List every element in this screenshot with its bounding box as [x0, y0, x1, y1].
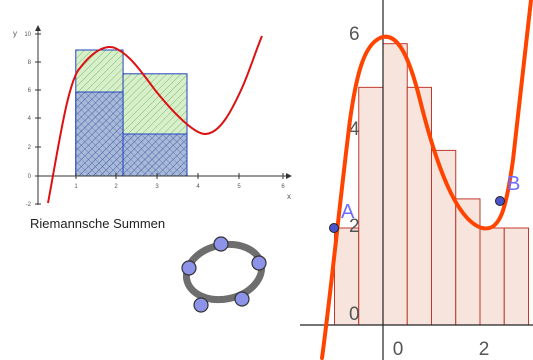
riemann-bar-2	[358, 86, 384, 326]
left-x-tick-label: 6	[281, 184, 285, 190]
left-x-axis-arrow	[286, 173, 292, 179]
left-y-tick-label: 0	[28, 174, 32, 180]
lower-rect-1	[75, 91, 124, 177]
left-x-tick-label: 2	[114, 184, 118, 190]
left-y-tick-label: 2	[28, 145, 32, 151]
right-axes	[300, 0, 533, 360]
lower-rect-2	[122, 133, 188, 177]
riemann-bar-8	[503, 227, 529, 326]
left-riemann-graph: 10 8 6 4 2 0 -2 1 2 3 4 5 6 y x	[13, 25, 292, 208]
caption: Riemannsche Summen	[30, 216, 166, 231]
logo-dot-3	[251, 255, 267, 271]
logo-dot-1	[181, 260, 197, 276]
left-y-tick-label: 6	[28, 88, 32, 94]
point-a	[329, 223, 339, 233]
geogebra-logo	[181, 236, 267, 313]
right-y-tick-label: 4	[349, 119, 360, 140]
left-x-tick-labels: 1 2 3 4 5 6	[74, 173, 285, 190]
right-y-tick-label: 0	[349, 304, 360, 325]
logo-dot-4	[234, 291, 250, 307]
right-cubic-curve	[320, 0, 533, 360]
right-y-tick-labels: 6 4 2 0	[349, 24, 360, 325]
point-label-b: B	[507, 173, 520, 195]
left-x-tick-label: 1	[74, 184, 78, 190]
right-y-tick-label: 2	[349, 216, 360, 237]
right-y-tick-label: 6	[349, 24, 360, 45]
logo-dot-5	[193, 297, 209, 313]
logo-dot-2	[213, 236, 229, 252]
curve-points: AB	[329, 173, 520, 233]
right-x-tick-label: 0	[393, 339, 404, 360]
left-y-tick-label: 4	[28, 116, 32, 122]
left-y-axis-arrow	[35, 25, 41, 31]
left-y-axis-label: y	[13, 29, 17, 38]
left-y-tick-label: 8	[28, 60, 32, 66]
left-x-tick-label: 5	[237, 184, 241, 190]
left-y-tick-labels: 10 8 6 4 2 0 -2	[24, 32, 41, 208]
left-x-tick-label: 3	[155, 184, 159, 190]
left-x-tick-label: 4	[196, 184, 200, 190]
left-y-tick-label: 10	[24, 32, 31, 38]
point-b	[495, 196, 505, 206]
lower-sum-rectangles	[75, 91, 188, 177]
riemann-bar-1	[334, 227, 360, 326]
riemann-bars	[334, 43, 529, 326]
riemann-bar-7	[479, 227, 505, 326]
left-y-tick-label: -2	[26, 202, 32, 208]
point-label-a: A	[341, 201, 355, 223]
left-cubic-curve	[47, 35, 263, 204]
left-x-axis-label: x	[287, 192, 291, 201]
right-x-tick-label: 2	[479, 339, 490, 360]
riemann-bar-3	[382, 43, 408, 326]
